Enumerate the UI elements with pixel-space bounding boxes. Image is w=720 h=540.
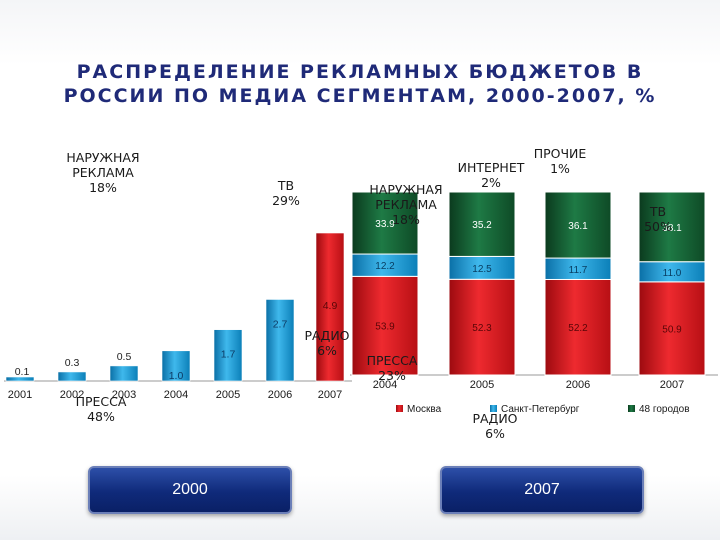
share-label: НАРУЖНАЯ РЕКЛАМА 18% (369, 182, 442, 227)
chart1-data-label: 4.9 (323, 300, 338, 312)
chart2-bar-2004-series-0 (351, 275, 419, 376)
chart2-bar-2005-series-0 (448, 278, 516, 376)
chart1-bar-2006 (265, 299, 295, 382)
chart1-data-label: 0.5 (117, 351, 132, 363)
year-2000-button[interactable]: 2000 (88, 466, 292, 514)
share-label-line: ИНТЕРНЕТ (458, 160, 525, 175)
share-label: РАДИО 6% (304, 328, 349, 358)
chart1-data-label: 0.3 (65, 357, 80, 369)
chart1-tick-label: 2003 (112, 389, 136, 401)
chart1-bar-2002 (57, 371, 87, 382)
chart2-data-label: 52.3 (472, 323, 492, 334)
share-label-line: ТВ (277, 178, 294, 193)
chart1-tick-label: 2007 (318, 389, 342, 401)
share-label: ПРЕССА 48% (76, 394, 127, 424)
chart2-data-label: 12.5 (472, 264, 492, 275)
share-label-line: 50% (644, 219, 672, 234)
chart1-bar-2003 (109, 365, 139, 382)
year-2007-button[interactable]: 2007 (440, 466, 644, 514)
chart2-data-label: 33.9 (375, 219, 395, 230)
chart1-data-label: 2.7 (273, 318, 288, 330)
slide-title: РАСПРЕДЕЛЕНИЕ РЕКЛАМНЫХ БЮДЖЕТОВ В РОССИ… (40, 60, 680, 108)
chart2-data-label: 52.2 (568, 323, 588, 334)
chart1-data-label: 0.1 (15, 366, 30, 378)
chart2-data-label: 53.9 (375, 322, 395, 333)
share-label-line: 6% (317, 343, 337, 358)
share-label: НАРУЖНАЯ РЕКЛАМА 18% (66, 150, 139, 195)
share-label-line: РЕКЛАМА (72, 165, 134, 180)
share-label-line: ПРЕССА (76, 394, 127, 409)
share-label: ПРЕССА 23% (367, 353, 418, 383)
chart2-tick-label: 2005 (470, 379, 494, 391)
chart2-legend-label: Москва (407, 404, 442, 415)
chart1-tick-label: 2006 (268, 389, 292, 401)
share-label-line: 29% (272, 193, 300, 208)
chart1-tick-label: 2001 (8, 389, 32, 401)
share-label-line: 2% (481, 175, 501, 190)
share-label-line: 48% (87, 409, 115, 424)
share-label: РАДИО 6% (472, 411, 517, 441)
share-label-line: ПРОЧИЕ (534, 146, 587, 161)
chart1-tick-label: 2004 (164, 389, 188, 401)
chart1-tick-label: 2002 (60, 389, 84, 401)
chart1-bar-2005 (213, 329, 243, 382)
chart2-data-label: 50.9 (662, 324, 682, 335)
chart1-data-label: 1.0 (169, 370, 184, 382)
share-label-line: 1% (550, 161, 570, 176)
chart1-bar-2004 (161, 350, 191, 382)
chart1-tick-label: 2005 (216, 389, 240, 401)
chart2-legend-swatch (490, 405, 497, 412)
chart2-data-label: 11.7 (569, 265, 588, 276)
chart2-bar-2007-series-2 (638, 191, 706, 263)
chart2-bar-2006-series-2 (544, 191, 612, 259)
chart2-bar-2005-series-2 (448, 191, 516, 257)
share-label-line: НАРУЖНАЯ (66, 150, 139, 165)
chart2-tick-label: 2004 (373, 379, 397, 391)
share-label-line: РАДИО (304, 328, 349, 343)
share-label-line: ПРЕССА (367, 353, 418, 368)
share-label-line: 6% (485, 426, 505, 441)
share-label-line: НАРУЖНАЯ (369, 182, 442, 197)
share-label: ТВ 29% (272, 178, 300, 208)
chart1-data-label: 1.7 (221, 349, 236, 361)
share-label-line: РЕКЛАМА (375, 197, 437, 212)
chart1-bar-2001 (5, 376, 35, 382)
title-line-2: РОССИИ ПО МЕДИА СЕГМЕНТАМ, 2000-2007, % (63, 85, 657, 107)
share-label-line: ТВ (649, 204, 666, 219)
share-label-line: 23% (378, 368, 406, 383)
title-line-1: РАСПРЕДЕЛЕНИЕ РЕКЛАМНЫХ БЮДЖЕТОВ В (76, 61, 644, 83)
chart2-bar-2004-series-2 (351, 191, 419, 255)
chart2-legend-label: 48 городов (639, 404, 690, 415)
chart2-tick-label: 2007 (660, 379, 684, 391)
chart2-data-label: 35.2 (472, 220, 492, 231)
chart1-bar-2007 (315, 232, 345, 382)
chart2-bar-2007-series-0 (638, 281, 706, 376)
share-label-line: РАДИО (472, 411, 517, 426)
chart2-legend-label: Санкт-Петербург (501, 403, 580, 415)
chart2-bar-2006-series-0 (544, 278, 612, 376)
share-label-line: 18% (392, 212, 420, 227)
chart2-legend-swatch (396, 405, 403, 412)
chart2-data-label: 12.2 (375, 261, 395, 272)
chart2-tick-label: 2006 (566, 379, 590, 391)
share-label: ПРОЧИЕ 1% (534, 146, 587, 176)
chart2-legend-swatch (628, 405, 635, 412)
share-label-line: 18% (89, 180, 117, 195)
share-label: ТВ 50% (644, 204, 672, 234)
chart2-data-label: 11.0 (663, 268, 682, 279)
chart2-data-label: 36.1 (568, 221, 588, 232)
share-label: ИНТЕРНЕТ 2% (458, 160, 525, 190)
chart2-data-label: 38.1 (662, 223, 682, 234)
